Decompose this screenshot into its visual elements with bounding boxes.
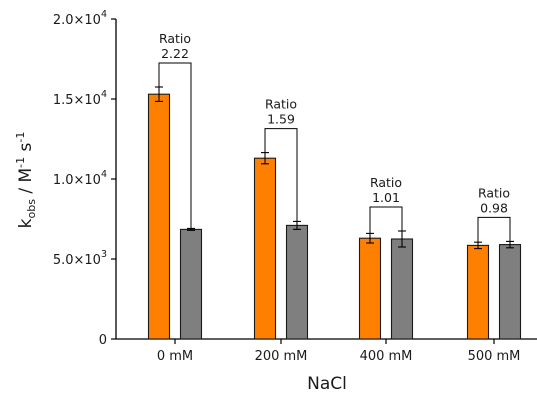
bars [147,93,522,340]
ratio-value: 2.22 [161,46,189,61]
y-tick-label: 5.0×103 [53,249,107,268]
y-tick-exponent: 3 [101,249,107,260]
bar [253,157,277,340]
ratio-bracket [158,62,192,229]
y-tick-exponent: 4 [101,169,107,180]
ratio-bracket [369,206,403,234]
ratio-label: Ratio [159,31,191,46]
bar [390,238,414,340]
x-axis: 0 mM 200 mM 400 mM 500 mM [157,339,521,364]
y-tick-exponent: 4 [101,9,107,20]
y-tick-exponent: 4 [101,89,107,100]
x-tick-label: 500 mM [468,349,521,364]
y-tick-mantissa: 1.5×10 [53,93,101,108]
y-tick-mantissa: 1.0×10 [53,173,101,188]
x-tick-label: 200 mM [255,349,308,364]
y-axis-title-unit: / M [16,168,36,199]
bar [147,93,171,340]
y-axis-title-sub: obs [25,199,38,219]
y-tick-mantissa: 0 [99,333,107,348]
ratio-value: 0.98 [480,200,508,215]
y-axis-title-base: k [16,218,36,228]
y-tick-label: 1.0×104 [53,169,107,188]
y-axis-title-sup1: -1 [14,157,27,168]
ratio-label: Ratio [370,175,402,190]
y-tick-label: 1.5×104 [53,89,107,108]
ratio-bracket [264,128,298,222]
bar [358,237,382,340]
ratio-value: 1.01 [372,190,400,205]
y-tick-mantissa: 5.0×10 [53,253,101,268]
bar [179,228,203,340]
x-axis-title: NaCl [307,374,347,394]
y-axis-title-sup2: -1 [14,132,27,143]
y-tick-label: 0 [99,333,107,348]
x-tick-label: 400 mM [360,349,413,364]
y-axis-title-unit2: s [16,142,36,156]
error-bars [155,86,514,250]
x-tick-label: 0 mM [157,349,193,364]
y-tick-mantissa: 2.0×10 [53,13,101,28]
ratio-label: Ratio [265,97,297,112]
bar [285,224,309,340]
ratio-bracket [477,216,511,243]
ratio-label: Ratio [478,185,510,200]
y-tick-label: 2.0×104 [53,9,107,28]
bar [466,244,490,340]
y-axis-title: kobs / M-1 s-1 [14,132,38,229]
ratio-value: 1.59 [267,112,295,127]
bar [498,244,522,340]
